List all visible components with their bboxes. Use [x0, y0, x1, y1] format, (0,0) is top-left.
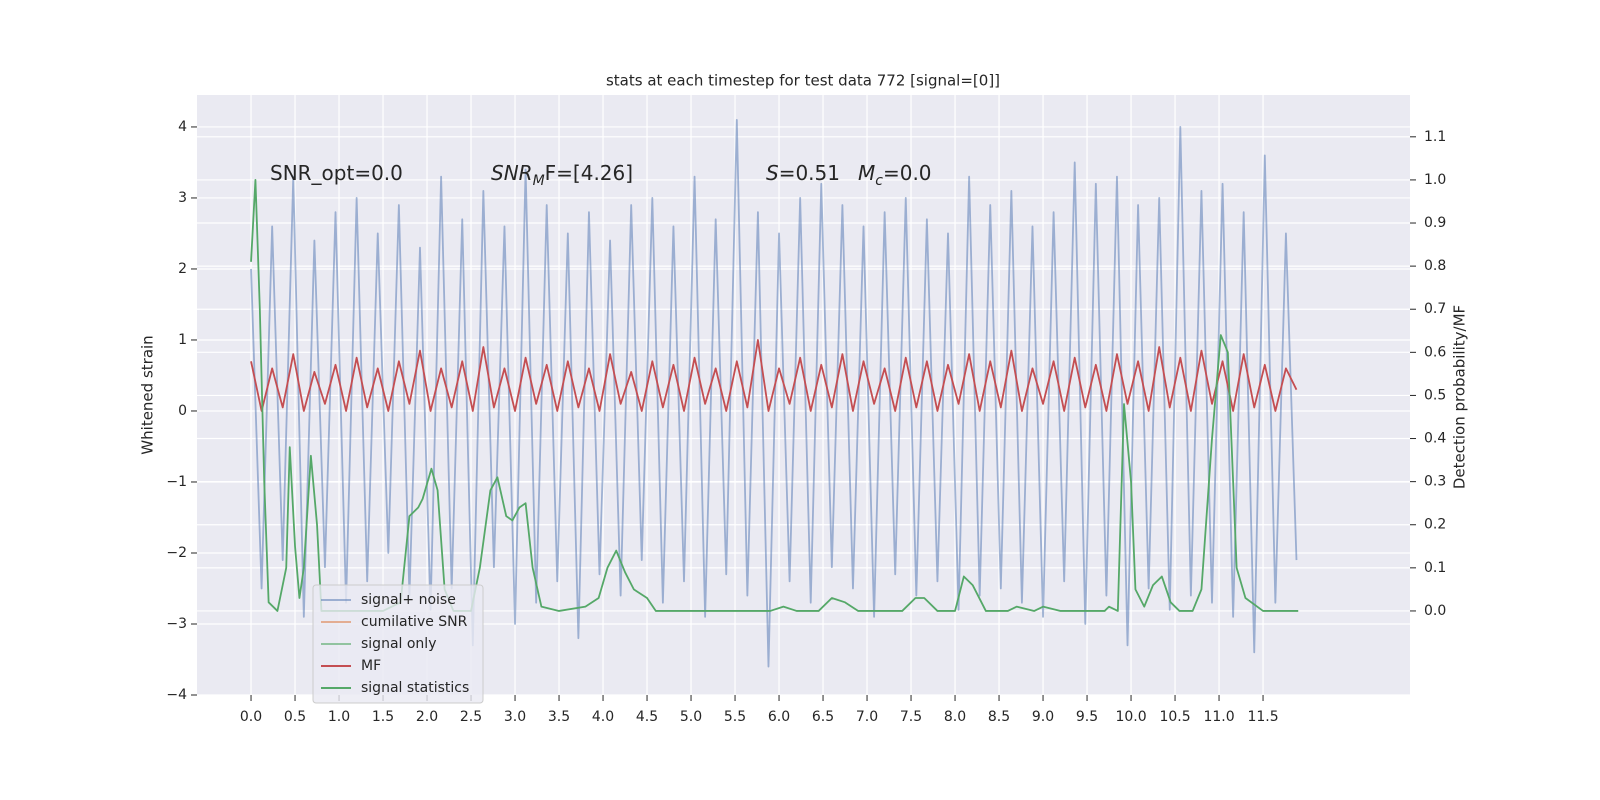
x-tick-label: 4.5 [636, 709, 658, 725]
x-tick-label: 9.5 [1076, 709, 1098, 725]
legend-label: signal statistics [361, 680, 469, 696]
legend-label: MF [361, 658, 381, 674]
y2-tick-label: 0.3 [1424, 474, 1446, 490]
y2-tick-label: 0.6 [1424, 344, 1446, 360]
annotation-part: F=[4.26] [545, 161, 633, 185]
y2-tick-label: 0.2 [1424, 517, 1446, 533]
annotation-part: =0.0 [883, 161, 932, 185]
y-tick-label: −3 [166, 616, 187, 632]
y2-tick-label: 0.5 [1424, 387, 1446, 403]
y2-tick-label: 0.8 [1424, 258, 1446, 274]
axes: −4 −3 −2 −1 0 1 2 3 4 0.0 0.1 0.2 0.3 0.4 0.5 0.6 0.7 0.8… [166, 119, 1446, 725]
y2-tick-label: 0.4 [1424, 431, 1446, 447]
x-tick-label: 1.5 [372, 709, 394, 725]
legend-label: cumilative SNR [361, 614, 468, 630]
legend-label: signal+ noise [361, 592, 456, 608]
annotation-part: =0.51 [779, 161, 840, 185]
y-tick-label: −4 [166, 687, 187, 703]
x-tick-label: 2.0 [416, 709, 438, 725]
legend-label: signal only [361, 636, 436, 652]
series-line [250, 339, 1298, 412]
x-tick-label: 11.5 [1247, 709, 1278, 725]
y-tick-label: 2 [178, 261, 187, 277]
y2-axis-label: Detection probability/MF [1451, 305, 1469, 489]
y-tick-label: 0 [178, 403, 187, 419]
x-tick-label: 0.0 [240, 709, 262, 725]
annotation-part: c [875, 173, 883, 189]
annotation: S=0.51 [766, 161, 840, 185]
chart-title: stats at each timestep for test data 772… [606, 72, 1000, 90]
annotation-part: M [858, 161, 875, 185]
annotation-part: SNR_opt=0.0 [270, 161, 403, 185]
x-tick-label: 0.5 [284, 709, 306, 725]
x-tick-label: 10.0 [1115, 709, 1146, 725]
x-tick-label: 9.0 [1032, 709, 1054, 725]
y2-tick-label: 0.1 [1424, 560, 1446, 576]
y2-tick-label: 1.1 [1424, 129, 1446, 145]
y-tick-label: 1 [178, 332, 187, 348]
annotation: Mc=0.0 [858, 161, 932, 189]
x-tick-label: 3.0 [504, 709, 526, 725]
x-tick-label: 7.5 [900, 709, 922, 725]
annotation-part: M [533, 173, 545, 189]
y-tick-label: 4 [178, 119, 187, 135]
series-line [250, 118, 1298, 668]
y2-tick-label: 0.7 [1424, 301, 1446, 317]
x-tick-label: 7.0 [856, 709, 878, 725]
x-tick-label: 3.5 [548, 709, 570, 725]
legend-box [312, 584, 484, 704]
x-tick-label: 6.0 [768, 709, 790, 725]
y-tick-label: −2 [166, 545, 187, 561]
x-tick-label: 1.0 [328, 709, 350, 725]
y-axis-label: Whitened strain [139, 335, 157, 454]
x-tick-label: 11.0 [1203, 709, 1234, 725]
annotation: SNRMF=[4.26] [491, 161, 633, 189]
y-tick-label: 3 [178, 190, 187, 206]
x-tick-label: 2.5 [460, 709, 482, 725]
x-tick-label: 4.0 [592, 709, 614, 725]
y2-tick-label: 0.0 [1424, 603, 1446, 619]
annotation-part: SNR [491, 161, 533, 185]
y-tick-label: −1 [166, 474, 187, 490]
legend: signal+ noise cumilative SNR signal only MF… [312, 584, 484, 704]
x-tick-label: 5.5 [724, 709, 746, 725]
y2-tick-label: 1.0 [1424, 172, 1446, 188]
annotation-part: S [766, 161, 779, 185]
y2-tick-label: 0.9 [1424, 215, 1446, 231]
x-tick-label: 8.0 [944, 709, 966, 725]
x-tick-label: 5.0 [680, 709, 702, 725]
annotation: SNR_opt=0.0 [270, 161, 403, 185]
x-tick-label: 10.5 [1159, 709, 1190, 725]
x-tick-label: 8.5 [988, 709, 1010, 725]
x-tick-label: 6.5 [812, 709, 834, 725]
